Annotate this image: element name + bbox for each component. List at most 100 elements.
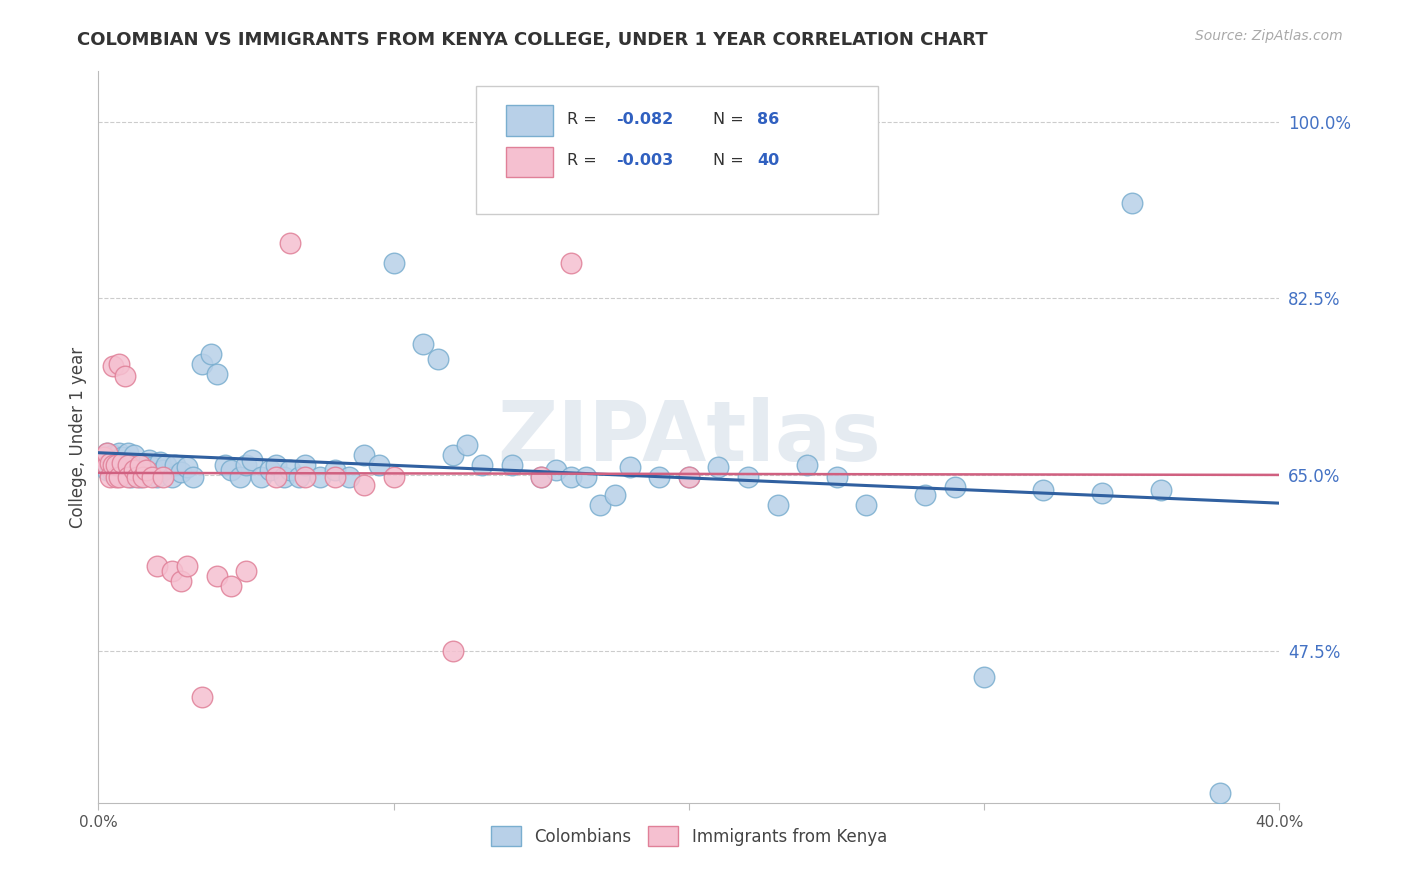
- Text: COLOMBIAN VS IMMIGRANTS FROM KENYA COLLEGE, UNDER 1 YEAR CORRELATION CHART: COLOMBIAN VS IMMIGRANTS FROM KENYA COLLE…: [77, 31, 988, 49]
- Point: [103, 458, 125, 472]
- Point: [280, 235, 302, 250]
- Point: [766, 498, 789, 512]
- Text: -0.082: -0.082: [616, 112, 673, 127]
- Point: [141, 470, 163, 484]
- Point: [855, 498, 877, 512]
- Point: [589, 498, 612, 512]
- Point: [575, 470, 598, 484]
- Point: [678, 470, 700, 484]
- Point: [530, 470, 553, 484]
- Legend: Colombians, Immigrants from Kenya: Colombians, Immigrants from Kenya: [485, 820, 893, 853]
- Point: [294, 458, 316, 472]
- Point: [353, 478, 375, 492]
- Point: [125, 470, 148, 484]
- Point: [240, 452, 263, 467]
- Point: [117, 458, 139, 472]
- Point: [117, 470, 139, 484]
- Point: [93, 452, 115, 467]
- Point: [191, 690, 214, 704]
- Point: [181, 470, 204, 484]
- Point: [105, 458, 128, 472]
- Point: [176, 459, 198, 474]
- Point: [678, 470, 700, 484]
- Point: [105, 459, 128, 474]
- Point: [259, 463, 281, 477]
- Point: [93, 450, 115, 464]
- Point: [339, 470, 361, 484]
- Point: [382, 256, 405, 270]
- Point: [176, 558, 198, 573]
- Point: [152, 470, 174, 484]
- Point: [1121, 195, 1143, 210]
- Point: [605, 488, 627, 502]
- Point: [132, 470, 155, 484]
- Point: [796, 458, 818, 472]
- Point: [441, 644, 464, 658]
- Point: [96, 463, 118, 477]
- Point: [457, 437, 479, 451]
- Point: [221, 463, 243, 477]
- Point: [135, 465, 157, 479]
- Point: [323, 470, 346, 484]
- Point: [162, 470, 183, 484]
- Point: [111, 450, 134, 464]
- Point: [427, 351, 450, 366]
- Point: [368, 458, 391, 472]
- Point: [1032, 483, 1054, 497]
- Point: [294, 470, 316, 484]
- Point: [205, 569, 228, 583]
- Point: [96, 446, 118, 460]
- Point: [560, 256, 582, 270]
- Point: [170, 574, 193, 588]
- Point: [546, 463, 568, 477]
- Point: [128, 458, 150, 472]
- Point: [264, 458, 287, 472]
- Point: [103, 456, 125, 470]
- Point: [1150, 483, 1173, 497]
- Point: [98, 456, 121, 470]
- Point: [108, 470, 131, 484]
- Point: [235, 564, 257, 578]
- Point: [122, 463, 145, 477]
- Point: [382, 470, 405, 484]
- Point: [122, 458, 145, 472]
- Point: [1209, 786, 1232, 800]
- Point: [288, 470, 311, 484]
- Point: [914, 488, 936, 502]
- Point: [117, 446, 139, 460]
- Point: [943, 480, 966, 494]
- Point: [165, 458, 187, 472]
- Text: N =: N =: [713, 153, 748, 169]
- Point: [108, 357, 131, 371]
- Point: [132, 458, 155, 472]
- Point: [155, 458, 177, 472]
- Point: [122, 448, 145, 462]
- Point: [280, 463, 302, 477]
- Point: [309, 470, 332, 484]
- Point: [105, 452, 128, 467]
- Point: [530, 470, 553, 484]
- Point: [170, 465, 193, 479]
- Point: [135, 463, 157, 477]
- Point: [103, 448, 125, 462]
- Point: [648, 470, 671, 484]
- Point: [162, 564, 183, 578]
- Point: [108, 446, 131, 460]
- Point: [146, 470, 169, 484]
- Point: [125, 462, 148, 476]
- Point: [273, 470, 295, 484]
- Text: N =: N =: [713, 112, 748, 127]
- Point: [117, 455, 139, 469]
- FancyBboxPatch shape: [506, 105, 553, 136]
- Text: Source: ZipAtlas.com: Source: ZipAtlas.com: [1195, 29, 1343, 43]
- Point: [1091, 486, 1114, 500]
- Text: R =: R =: [567, 112, 602, 127]
- Point: [200, 347, 222, 361]
- Text: R =: R =: [567, 153, 602, 169]
- Point: [214, 458, 236, 472]
- Point: [141, 459, 163, 474]
- Point: [98, 450, 121, 464]
- Point: [973, 670, 995, 684]
- Point: [108, 467, 131, 482]
- Point: [128, 470, 150, 484]
